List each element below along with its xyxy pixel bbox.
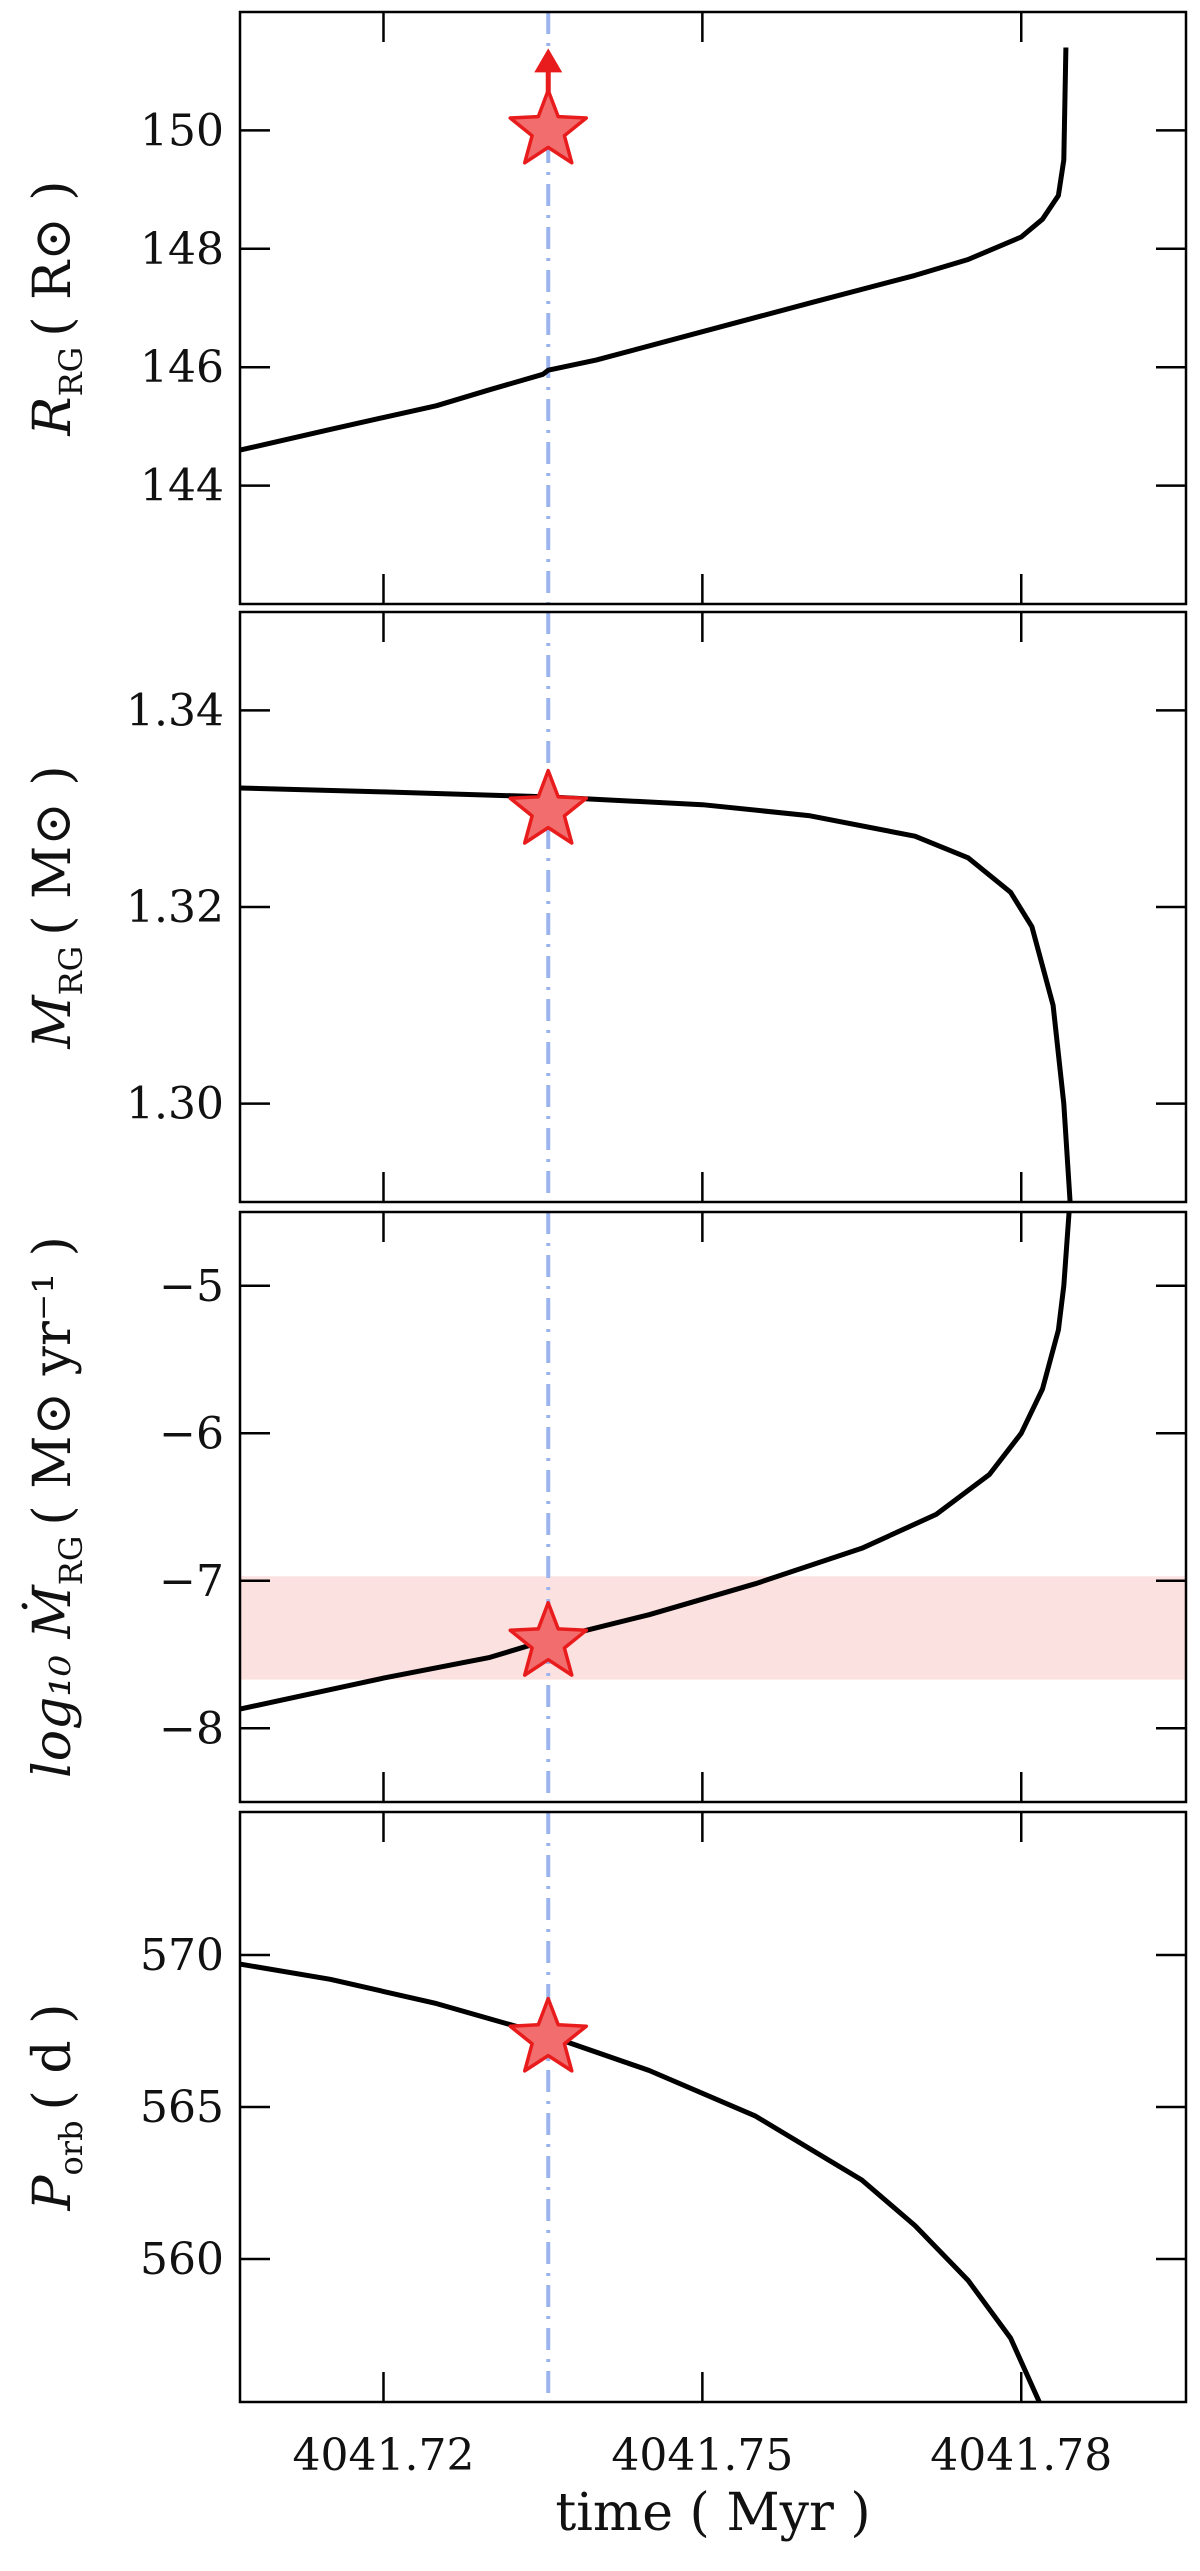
y-tick-label: 565 bbox=[140, 2082, 224, 2133]
observed-band bbox=[240, 1576, 1186, 1680]
y-tick-label: 1.32 bbox=[126, 882, 224, 933]
y-axis-label-radius: RRG ( R⊙ ) bbox=[23, 180, 90, 436]
observation-star bbox=[508, 1600, 589, 1677]
y-tick-label: 560 bbox=[140, 2234, 224, 2285]
plot-area bbox=[240, 1212, 1186, 1802]
x-tick-label: 4041.78 bbox=[930, 2430, 1112, 2481]
y-axis-label-mass: MRG ( M⊙ ) bbox=[23, 765, 90, 1049]
y-axis-label-period: Porb ( d ) bbox=[23, 2004, 90, 2212]
y-label-subscript: RG bbox=[52, 1536, 90, 1586]
y-label-symbol: R bbox=[23, 396, 83, 436]
y-label-symbol: log₁₀ Ṁ bbox=[22, 1583, 83, 1777]
y-tick-label: 150 bbox=[140, 105, 224, 156]
plot-area bbox=[240, 12, 1069, 604]
y-label-unit: ( M⊙ yr⁻¹ ) bbox=[23, 1236, 83, 1526]
panel-mass: 1.30 1.32 1.34 MRG ( M⊙ ) bbox=[23, 610, 1188, 1204]
curve-period bbox=[240, 1961, 1042, 2402]
panel-mdot: −8 −7 −6 −5 log₁₀ ṀRG ( M⊙ yr⁻¹ ) bbox=[22, 1210, 1188, 1804]
y-label-subscript: orb bbox=[52, 2120, 90, 2175]
x-tick-label: 4041.72 bbox=[293, 2430, 475, 2481]
y-tick-label: −5 bbox=[159, 1261, 224, 1312]
y-tick-label: −8 bbox=[159, 1703, 224, 1754]
y-label-symbol: M bbox=[23, 994, 83, 1050]
y-label-subscript: RG bbox=[52, 946, 90, 996]
observation-star bbox=[508, 1996, 589, 2073]
y-tick-label: 1.30 bbox=[126, 1079, 224, 1130]
observation-star bbox=[508, 768, 589, 845]
curve-mass bbox=[240, 785, 1073, 1202]
curve-radius bbox=[240, 47, 1069, 453]
panel-frame bbox=[238, 1810, 1188, 2404]
y-label-unit: ( M⊙ ) bbox=[23, 765, 83, 935]
panel-radius: 144 146 148 150 RRG ( R⊙ ) bbox=[23, 10, 1188, 606]
observation-star bbox=[508, 88, 589, 165]
y-tick-label: −6 bbox=[159, 1408, 224, 1459]
panel-frame bbox=[238, 1210, 1188, 1804]
curve-mdot bbox=[240, 1212, 1072, 1712]
y-axis-label-mdot: log₁₀ ṀRG ( M⊙ yr⁻¹ ) bbox=[22, 1236, 90, 1778]
y-tick-label: 148 bbox=[140, 224, 224, 275]
lower-limit-arrow-head bbox=[534, 48, 563, 73]
y-label-subscript: RG bbox=[52, 347, 90, 397]
y-tick-label: −7 bbox=[159, 1556, 224, 1607]
panel-period: 4041.72 4041.75 4041.78 560 565 570 Porb ( d ) bbox=[23, 1810, 1188, 2481]
x-axis-label: time ( Myr ) bbox=[555, 2483, 870, 2543]
y-label-unit: ( R⊙ ) bbox=[23, 180, 83, 336]
panel-frame bbox=[238, 610, 1188, 1204]
panel-frame bbox=[238, 10, 1188, 606]
plot-area bbox=[240, 1812, 1042, 2402]
y-tick-label: 146 bbox=[140, 342, 224, 393]
y-tick-label: 570 bbox=[140, 1930, 224, 1981]
y-tick-label: 1.34 bbox=[126, 685, 224, 736]
plot-area bbox=[240, 612, 1073, 1202]
y-tick-label: 144 bbox=[140, 461, 224, 512]
x-tick-label: 4041.75 bbox=[611, 2430, 793, 2481]
y-label-unit: ( d ) bbox=[23, 2004, 83, 2111]
y-label-symbol: P bbox=[23, 2174, 83, 2211]
